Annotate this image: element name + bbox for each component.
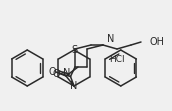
Text: N: N [70, 81, 78, 91]
Text: N: N [63, 68, 70, 78]
Text: OH: OH [149, 37, 164, 47]
Text: O: O [53, 68, 60, 78]
Text: O: O [48, 67, 56, 77]
Text: HCl: HCl [109, 55, 125, 64]
Text: S: S [71, 45, 77, 55]
Text: N: N [107, 34, 114, 44]
